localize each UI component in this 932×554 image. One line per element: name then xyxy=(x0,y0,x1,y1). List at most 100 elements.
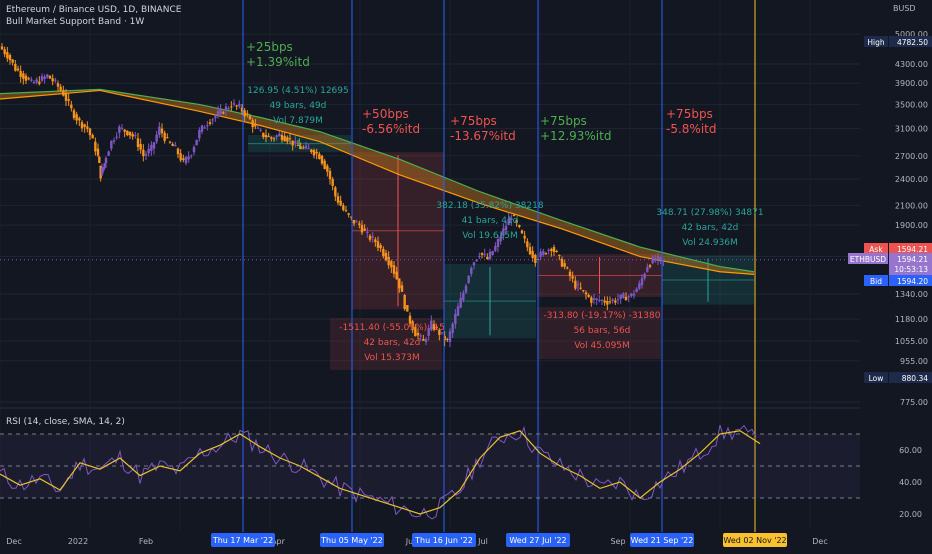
candle-body xyxy=(435,327,438,329)
time-label: Dec xyxy=(6,537,21,546)
candle-body xyxy=(403,294,406,310)
band-fill xyxy=(0,89,754,275)
ask-badge-value: 1594.21 xyxy=(897,245,928,254)
candle-body xyxy=(64,93,68,101)
candle-body xyxy=(128,131,132,136)
candle-body xyxy=(103,163,106,168)
candle-body xyxy=(568,271,572,277)
rsi-line xyxy=(0,424,757,520)
candle-body xyxy=(16,68,20,71)
measure-volume: Vol 45.095M xyxy=(574,341,630,351)
candle-body xyxy=(238,103,241,107)
time-marker-label: Thu 16 Jun '22 xyxy=(414,536,473,545)
candle-body xyxy=(91,134,94,139)
candle-body xyxy=(75,114,78,121)
candle-body xyxy=(296,145,300,147)
candle-body xyxy=(390,261,393,268)
candle-body xyxy=(112,140,116,142)
bull-market-support-band xyxy=(0,88,755,275)
candle-body xyxy=(86,126,89,129)
candle-body xyxy=(587,294,590,297)
candle-body xyxy=(406,305,409,312)
candle-body xyxy=(272,138,276,140)
candle-body xyxy=(648,265,652,267)
low-badge-label: Low xyxy=(869,374,884,383)
candle-body xyxy=(379,245,382,249)
candle-body xyxy=(307,148,310,150)
candle-body xyxy=(640,278,644,286)
candle-body xyxy=(46,74,49,78)
candle-body xyxy=(328,170,332,180)
measure-bars: 41 bars, 41d xyxy=(462,216,519,226)
candle-body xyxy=(662,260,665,262)
measure-info-box xyxy=(537,307,661,359)
candle-body xyxy=(635,288,638,293)
candle-body xyxy=(155,134,158,142)
candle-body xyxy=(478,256,481,258)
bid-badge-value: 1594.20 xyxy=(897,277,928,286)
candle-body xyxy=(171,143,174,147)
candle-body xyxy=(88,128,92,136)
candle-body xyxy=(544,252,548,254)
candle-body xyxy=(211,119,214,121)
annotation-itd: -13.67%itd xyxy=(450,129,516,143)
candle-body xyxy=(259,129,262,131)
candle-body xyxy=(400,285,404,292)
candle-body xyxy=(499,236,502,242)
candle-body xyxy=(646,267,649,272)
candle-body xyxy=(395,271,398,280)
candle-body xyxy=(515,219,518,223)
candle-body xyxy=(262,132,265,138)
candle-body xyxy=(70,104,73,109)
measure-bars: 42 bars, 42d xyxy=(364,338,421,348)
candle-body xyxy=(96,148,100,156)
candle-body xyxy=(408,315,412,324)
candle-body xyxy=(283,136,286,142)
candle-body xyxy=(414,327,417,337)
candle-body xyxy=(382,248,385,257)
ask-badge-label-bg xyxy=(864,243,888,254)
time-marker-label: Thu 17 Mar '22 xyxy=(212,536,273,545)
band-ema-line xyxy=(0,89,755,275)
candle-body xyxy=(355,221,358,223)
candle-body xyxy=(158,126,161,135)
candle-body xyxy=(376,241,380,248)
candle-body xyxy=(467,275,470,284)
time-marker-bg xyxy=(211,533,275,547)
candle-body xyxy=(174,144,177,147)
bid-badge-label: Bid xyxy=(870,277,882,286)
last-price-value: 1594.21 xyxy=(897,255,928,264)
symbol-badge-bg xyxy=(848,253,888,264)
candle-body xyxy=(600,299,604,301)
candle-body xyxy=(118,126,121,133)
candle-body xyxy=(606,300,609,305)
time-label: Apr xyxy=(271,537,286,546)
candle-body xyxy=(528,247,532,255)
price-tick: 2100.00 xyxy=(895,201,928,210)
candle-body xyxy=(491,251,494,255)
candle-body xyxy=(27,78,30,80)
candle-body xyxy=(342,205,345,211)
candle-body xyxy=(611,299,614,301)
candle-body xyxy=(366,232,369,234)
candle-body xyxy=(432,324,436,330)
measure-change: 382.18 (35.82%) 38218 xyxy=(436,201,543,211)
price-tick: 3500.00 xyxy=(895,101,928,110)
candle-body xyxy=(651,257,654,264)
candle-body xyxy=(574,280,577,289)
rsi-tick: 20.00 xyxy=(899,510,922,519)
candle-body xyxy=(510,218,513,220)
price-tick: 4300.00 xyxy=(895,60,928,69)
time-label: Jun xyxy=(405,537,419,546)
measure-info-box xyxy=(330,318,442,370)
candle-body xyxy=(563,263,566,267)
candle-body xyxy=(232,103,236,105)
candle-body xyxy=(248,116,252,120)
candle-body xyxy=(598,299,601,301)
candle-body xyxy=(299,146,302,149)
candle-body xyxy=(206,125,209,127)
candle-body xyxy=(312,150,316,156)
candle-body xyxy=(195,139,198,146)
candle-body xyxy=(168,141,172,143)
price-tick: 1900.00 xyxy=(895,221,928,230)
